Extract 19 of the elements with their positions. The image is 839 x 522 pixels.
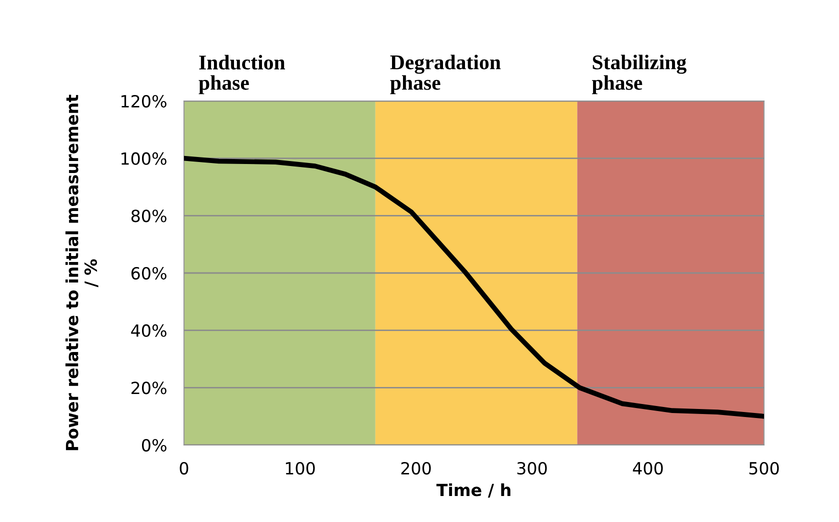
- y-axis-title: Power relative to initial measurement / %: [65, 94, 98, 450]
- y-tick-label: 60%: [131, 266, 166, 280]
- band-label: Degradation phase: [390, 54, 501, 94]
- x-axis-title: Time / h: [436, 483, 510, 498]
- y-tick-label: 0%: [142, 438, 166, 452]
- x-tick-label: 400: [632, 462, 663, 475]
- x-tick-label: 300: [517, 462, 547, 475]
- x-tick-label: 200: [401, 462, 431, 475]
- x-tick-label: 0: [180, 462, 188, 475]
- y-tick-label: 100%: [122, 152, 166, 165]
- y-tick-label: 80%: [131, 210, 166, 222]
- y-tick-label: 20%: [132, 382, 166, 394]
- x-tick-label: 500: [749, 462, 779, 475]
- band-label: Stabilizing phase: [592, 54, 686, 94]
- band-label: Induction phase: [198, 54, 286, 94]
- x-tick-label: 100: [286, 462, 315, 475]
- y-tick-label: 120%: [122, 94, 166, 108]
- y-tick-label: 40%: [131, 324, 166, 337]
- line-series: [184, 156, 764, 419]
